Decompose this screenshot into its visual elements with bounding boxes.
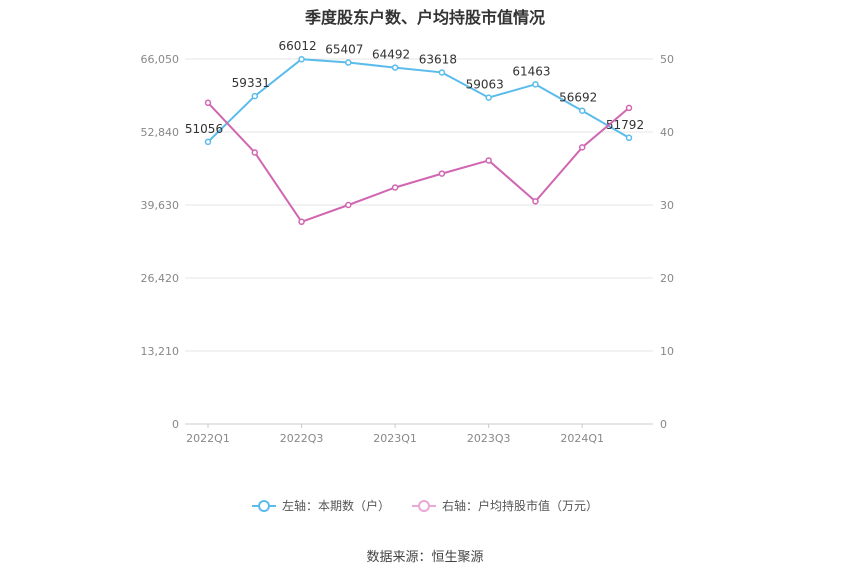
legend-households-label: 左轴：本期数（户） [281,499,390,513]
series-market-value-point [251,149,259,156]
legend-market-value-label: 右轴：户均持股市值（万元） [442,499,599,513]
data-label: 51056 [185,122,223,136]
data-label: 64492 [372,48,410,62]
y-right-tick-label: 0 [660,418,667,431]
y-right-tick-label: 10 [660,345,674,358]
legend-households-marker-icon [251,499,276,513]
series-households-point [578,107,586,114]
legend: 左轴：本期数（户） 右轴：户均持股市值（万元） [0,497,850,514]
y-left-tick-label: 66,050 [141,53,180,66]
series-market-value-point [298,218,305,226]
legend-item-market-value[interactable]: 右轴：户均持股市值（万元） [412,497,598,514]
data-label: 59063 [466,78,504,92]
legend-item-households[interactable]: 左轴：本期数（户） [251,497,390,514]
series-households-point [625,134,633,142]
chart-canvas: 0 0 13,210 10 26,420 20 39,630 30 52,840 40 66,050… [141,39,675,445]
series-market-value-line [207,102,630,223]
x-tick-label: 2022Q1 [186,432,230,445]
y-right-tick-label: 20 [660,272,674,285]
y-right-tick-label: 40 [660,126,674,139]
series-households-line [207,58,630,143]
series-market-value-point [204,99,212,107]
data-label: 65407 [325,43,363,57]
x-tick-label: 2022Q3 [280,432,324,445]
series-households-point [391,64,399,71]
y-left-tick-label: 13,210 [141,345,180,358]
series-households-point [485,94,492,101]
y-right-tick-label: 50 [660,53,674,66]
series-households-point [532,81,539,88]
data-label: 61463 [512,64,550,78]
series-households-point [204,138,212,146]
data-label: 63618 [419,52,457,66]
x-tick-label: 2023Q1 [373,432,417,445]
series-market-value-point [438,170,446,177]
series-households-point [298,55,305,63]
series-market-value-point [485,157,492,164]
y-left-tick-label: 0 [172,418,179,431]
y-left-tick-label: 26,420 [141,272,180,285]
series-market-value-point [578,144,586,151]
data-source-note: 数据来源：恒生聚源 [366,550,484,565]
data-label: 66012 [278,39,316,53]
series-households-point [438,69,446,76]
series-market-value-point [345,201,352,209]
series-market-value-point [391,184,399,191]
series-households-point [345,59,352,66]
series-market-value-point [625,104,633,112]
series-market-value-point [532,198,539,205]
series-households-point [251,92,259,100]
chart-title: 季度股东户数、户均持股市值情况 [304,8,545,27]
data-label: 59331 [232,76,270,90]
y-left-tick-label: 39,630 [141,199,180,212]
data-label: 51792 [606,118,644,132]
y-right-tick-label: 30 [660,199,674,212]
data-label: 56692 [559,91,597,105]
x-tick-label: 2023Q3 [467,432,511,445]
y-left-tick-label: 52,840 [141,126,180,139]
x-tick-label: 2024Q1 [560,432,604,445]
legend-market-value-marker-icon [412,499,436,513]
